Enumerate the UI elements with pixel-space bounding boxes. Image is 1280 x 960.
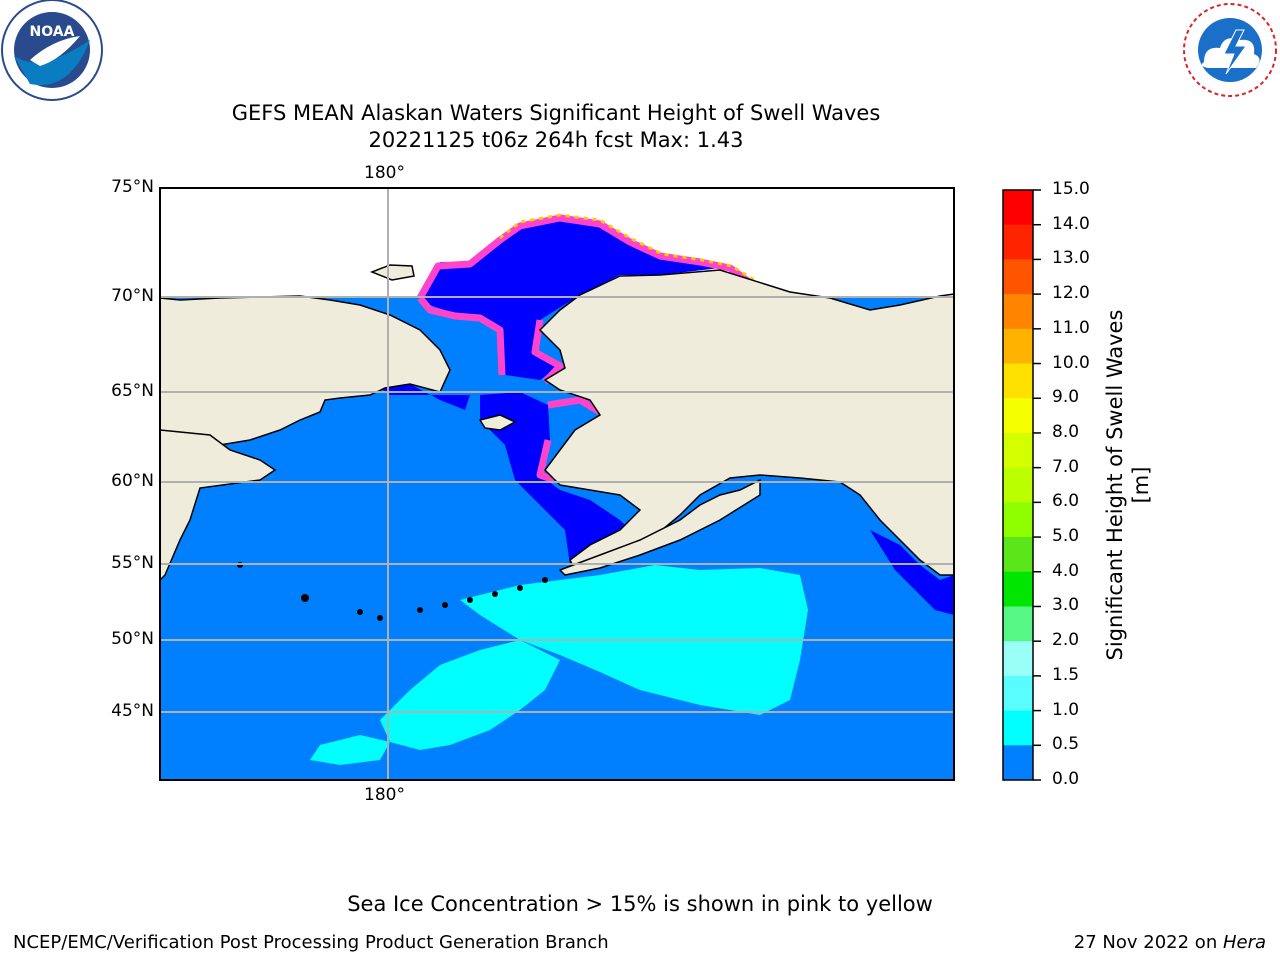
lat-label-60: 60°N (111, 471, 154, 491)
colorbar-band (1003, 502, 1033, 538)
colorbar-tick-label: 11.0 (1052, 317, 1090, 338)
colorbar-tick-label: 7.0 (1052, 456, 1080, 477)
lon-label-top: 180° (364, 163, 405, 183)
colorbar-tick-label: 15.0 (1052, 179, 1090, 199)
noaa-logo-text: NOAA (30, 24, 75, 40)
colorbar-tick-label: 5.0 (1052, 526, 1080, 547)
colorbar-band (1003, 363, 1033, 399)
colorbar-band (1003, 432, 1033, 469)
colorbar-tick-label: 10.0 (1052, 352, 1090, 373)
colorbar-band (1003, 328, 1033, 365)
aleutian-islands (237, 562, 548, 621)
colorbar-band (1003, 259, 1033, 295)
colorbar-band (1003, 641, 1033, 677)
colorbar-band (1003, 571, 1033, 607)
sea-ice-tips (499, 213, 771, 292)
colorbar-band (1003, 537, 1033, 573)
lat-label-70: 70°N (111, 286, 154, 306)
swell-lowband-norton (380, 384, 470, 410)
colorbar-band (1003, 606, 1033, 642)
sea-ice-note: Sea Ice Concentration > 15% is shown in … (347, 892, 933, 916)
nws-logo (1180, 0, 1280, 100)
colorbar-tick-label: 9.0 (1052, 387, 1080, 408)
noaa-logo: NOAA (1, 0, 103, 101)
map-gridlines (160, 188, 954, 780)
colorbar-tick-label: 12.0 (1052, 283, 1090, 304)
land-kamchatka (160, 429, 277, 582)
swell-lowband-gulf (870, 530, 954, 615)
colorbar-band (1003, 398, 1033, 434)
swell-lowband-bering (480, 392, 640, 565)
colorbar (1003, 189, 1041, 781)
colorbar-band (1003, 745, 1033, 781)
colorbar-tick-label: 13.0 (1052, 248, 1090, 269)
colorbar-band (1003, 675, 1033, 712)
colorbar-tick-label: 14.0 (1052, 213, 1090, 234)
colorbar-tick-label: 8.0 (1052, 421, 1080, 442)
footer-left: NCEP/EMC/Verification Post Processing Pr… (13, 932, 609, 953)
lat-label-65: 65°N (111, 381, 154, 401)
colorbar-band (1003, 224, 1033, 260)
lat-label-50: 50°N (111, 629, 154, 649)
map-frame (159, 187, 955, 781)
colorbar-band (1003, 467, 1033, 503)
colorbar-tick-label: 4.0 (1052, 560, 1080, 581)
footer-host: Hera (1222, 932, 1266, 953)
colorbar-tick-label: 1.0 (1052, 699, 1080, 720)
chart-subtitle: 20221125 t06z 264h fcst Max: 1.43 (368, 128, 744, 152)
colorbar-band (1003, 190, 1033, 226)
colorbar-title: Significant Height of Swell Waves [m] (1103, 309, 1153, 661)
colorbar-tick-label: 0.0 (1052, 769, 1080, 789)
colorbar-tick-label: 2.0 (1052, 630, 1080, 651)
colorbar-frame (1002, 189, 1034, 781)
footer-right: 27 Nov 2022 on Hera (1074, 932, 1266, 953)
chart-title: GEFS MEAN Alaskan Waters Significant Hei… (231, 101, 881, 125)
footer-date: 27 Nov 2022 on (1073, 932, 1223, 953)
sea-ice-edge (416, 214, 763, 484)
colorbar-band (1003, 294, 1033, 330)
lon-label-bottom: 180° (364, 785, 405, 805)
colorbar-tick-label: 0.5 (1052, 734, 1080, 755)
lat-label-75: 75°N (111, 177, 154, 197)
swell-patch-cyan-small (310, 735, 390, 765)
colorbar-tick-label: 6.0 (1052, 491, 1080, 512)
colorbar-tick-label: 3.0 (1052, 595, 1080, 616)
swell-lowband-chukchi (420, 218, 720, 380)
lat-label-55: 55°N (111, 553, 154, 573)
lat-label-45: 45°N (111, 701, 154, 721)
swell-patch-cyan-south (380, 640, 560, 750)
colorbar-band (1003, 710, 1033, 746)
land-st-lawrence (478, 414, 517, 431)
colorbar-tick-label: 1.5 (1052, 664, 1080, 685)
